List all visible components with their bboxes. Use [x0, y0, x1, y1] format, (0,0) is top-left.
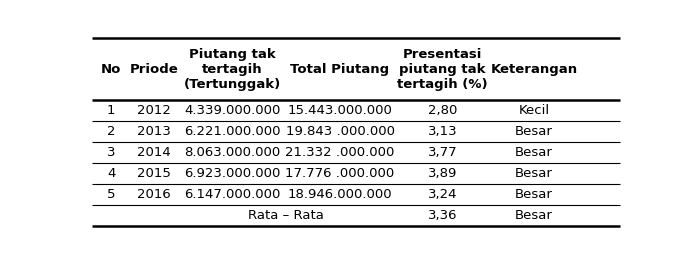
Text: Besar: Besar: [515, 146, 553, 159]
Text: 3,13: 3,13: [427, 125, 457, 138]
Text: Besar: Besar: [515, 125, 553, 138]
Text: Priode: Priode: [130, 63, 179, 75]
Text: Presentasi
piutang tak
tertagih (%): Presentasi piutang tak tertagih (%): [397, 48, 488, 90]
Text: Besar: Besar: [515, 188, 553, 201]
Text: Piutang tak
tertagih
(Tertunggak): Piutang tak tertagih (Tertunggak): [183, 48, 281, 90]
Text: Total Piutang: Total Piutang: [291, 63, 390, 75]
Text: 2: 2: [107, 125, 115, 138]
Text: 3,77: 3,77: [427, 146, 457, 159]
Text: Keterangan: Keterangan: [491, 63, 578, 75]
Text: 3,89: 3,89: [427, 167, 457, 180]
Text: 21.332 .000.000: 21.332 .000.000: [286, 146, 395, 159]
Text: 4: 4: [107, 167, 115, 180]
Text: 2014: 2014: [138, 146, 171, 159]
Text: 4.339.000.000: 4.339.000.000: [184, 104, 281, 117]
Text: 6.923.000.000: 6.923.000.000: [184, 167, 281, 180]
Text: 19.843 .000.000: 19.843 .000.000: [286, 125, 395, 138]
Text: 6.147.000.000: 6.147.000.000: [184, 188, 281, 201]
Text: 2,80: 2,80: [427, 104, 457, 117]
Text: 3: 3: [107, 146, 115, 159]
Text: 15.443.000.000: 15.443.000.000: [288, 104, 393, 117]
Text: 17.776 .000.000: 17.776 .000.000: [286, 167, 395, 180]
Text: 2015: 2015: [138, 167, 171, 180]
Text: 6.221.000.000: 6.221.000.000: [184, 125, 281, 138]
Text: 8.063.000.000: 8.063.000.000: [184, 146, 280, 159]
Text: 3,24: 3,24: [427, 188, 457, 201]
Text: 2012: 2012: [138, 104, 171, 117]
Text: 2013: 2013: [138, 125, 171, 138]
Text: Besar: Besar: [515, 209, 553, 222]
Text: Besar: Besar: [515, 167, 553, 180]
Text: 5: 5: [107, 188, 115, 201]
Text: Rata – Rata: Rata – Rata: [248, 209, 324, 222]
Text: No: No: [101, 63, 122, 75]
Text: 2016: 2016: [138, 188, 171, 201]
Text: 1: 1: [107, 104, 115, 117]
Text: Kecil: Kecil: [518, 104, 550, 117]
Text: 3,36: 3,36: [427, 209, 457, 222]
Text: 18.946.000.000: 18.946.000.000: [288, 188, 393, 201]
